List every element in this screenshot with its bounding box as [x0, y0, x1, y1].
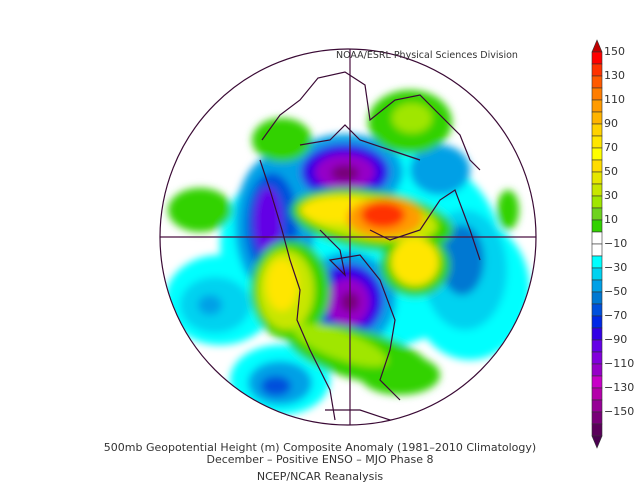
colorbar-swatch [591, 111, 603, 125]
colorbar-bottom-arrow [591, 435, 603, 449]
colorbar-swatch [591, 219, 603, 233]
coastlines [259, 71, 481, 421]
colorbar-swatch [591, 243, 603, 257]
colorbar-swatch [591, 231, 603, 245]
colorbar-swatch [591, 99, 603, 113]
colorbar-swatch [591, 171, 603, 185]
colorbar-swatch [591, 255, 603, 269]
colorbar-swatch [591, 315, 603, 329]
colorbar-swatch [591, 303, 603, 317]
colorbar [591, 39, 603, 449]
colorbar-swatch [591, 75, 603, 89]
colorbar-label: −90 [604, 333, 628, 346]
colorbar-label: −130 [604, 381, 635, 394]
colorbar-swatch [591, 279, 603, 293]
colorbar-swatch [591, 423, 603, 437]
colorbar-swatch [591, 51, 603, 65]
colorbar-top-arrow [591, 39, 603, 53]
colorbar-swatch [591, 123, 603, 137]
colorbar-label: 30 [604, 189, 618, 202]
colorbar-label: 130 [604, 69, 625, 82]
colorbar-swatch [591, 159, 603, 173]
credit-text: NOAA/ESRL Physical Sciences Division [336, 50, 518, 61]
colorbar-swatch [591, 399, 603, 413]
colorbar-label: −150 [604, 405, 635, 418]
colorbar-label: −50 [604, 285, 628, 298]
colorbar-swatch [591, 363, 603, 377]
colorbar-swatch [591, 351, 603, 365]
colorbar-swatch [591, 207, 603, 221]
data-source: NCEP/NCAR Reanalysis [256, 470, 384, 483]
colorbar-swatch [591, 135, 603, 149]
colorbar-swatch [591, 267, 603, 281]
colorbar-label: 110 [604, 93, 625, 106]
colorbar-label: −30 [604, 261, 628, 274]
colorbar-label: 150 [604, 45, 625, 58]
colorbar-label: −10 [604, 237, 628, 250]
map-title: 500mb Geopotential Height (m) Composite … [103, 441, 537, 454]
colorbar-swatch [591, 375, 603, 389]
colorbar-swatch [591, 87, 603, 101]
colorbar-swatch [591, 387, 603, 401]
anomaly-field [160, 49, 536, 425]
colorbar-swatch [591, 147, 603, 161]
colorbar-label: 10 [604, 213, 618, 226]
colorbar-label: −70 [604, 309, 628, 322]
colorbar-label: 70 [604, 141, 618, 154]
colorbar-swatch [591, 183, 603, 197]
colorbar-swatch [591, 291, 603, 305]
colorbar-swatch [591, 63, 603, 77]
colorbar-label: 50 [604, 165, 618, 178]
colorbar-label: 90 [604, 117, 618, 130]
colorbar-swatch [591, 327, 603, 341]
colorbar-swatch [591, 195, 603, 209]
colorbar-swatch [591, 411, 603, 425]
map-subtitle: December – Positive ENSO – MJO Phase 8 [206, 453, 434, 466]
colorbar-label: −110 [604, 357, 635, 370]
colorbar-swatch [591, 339, 603, 353]
